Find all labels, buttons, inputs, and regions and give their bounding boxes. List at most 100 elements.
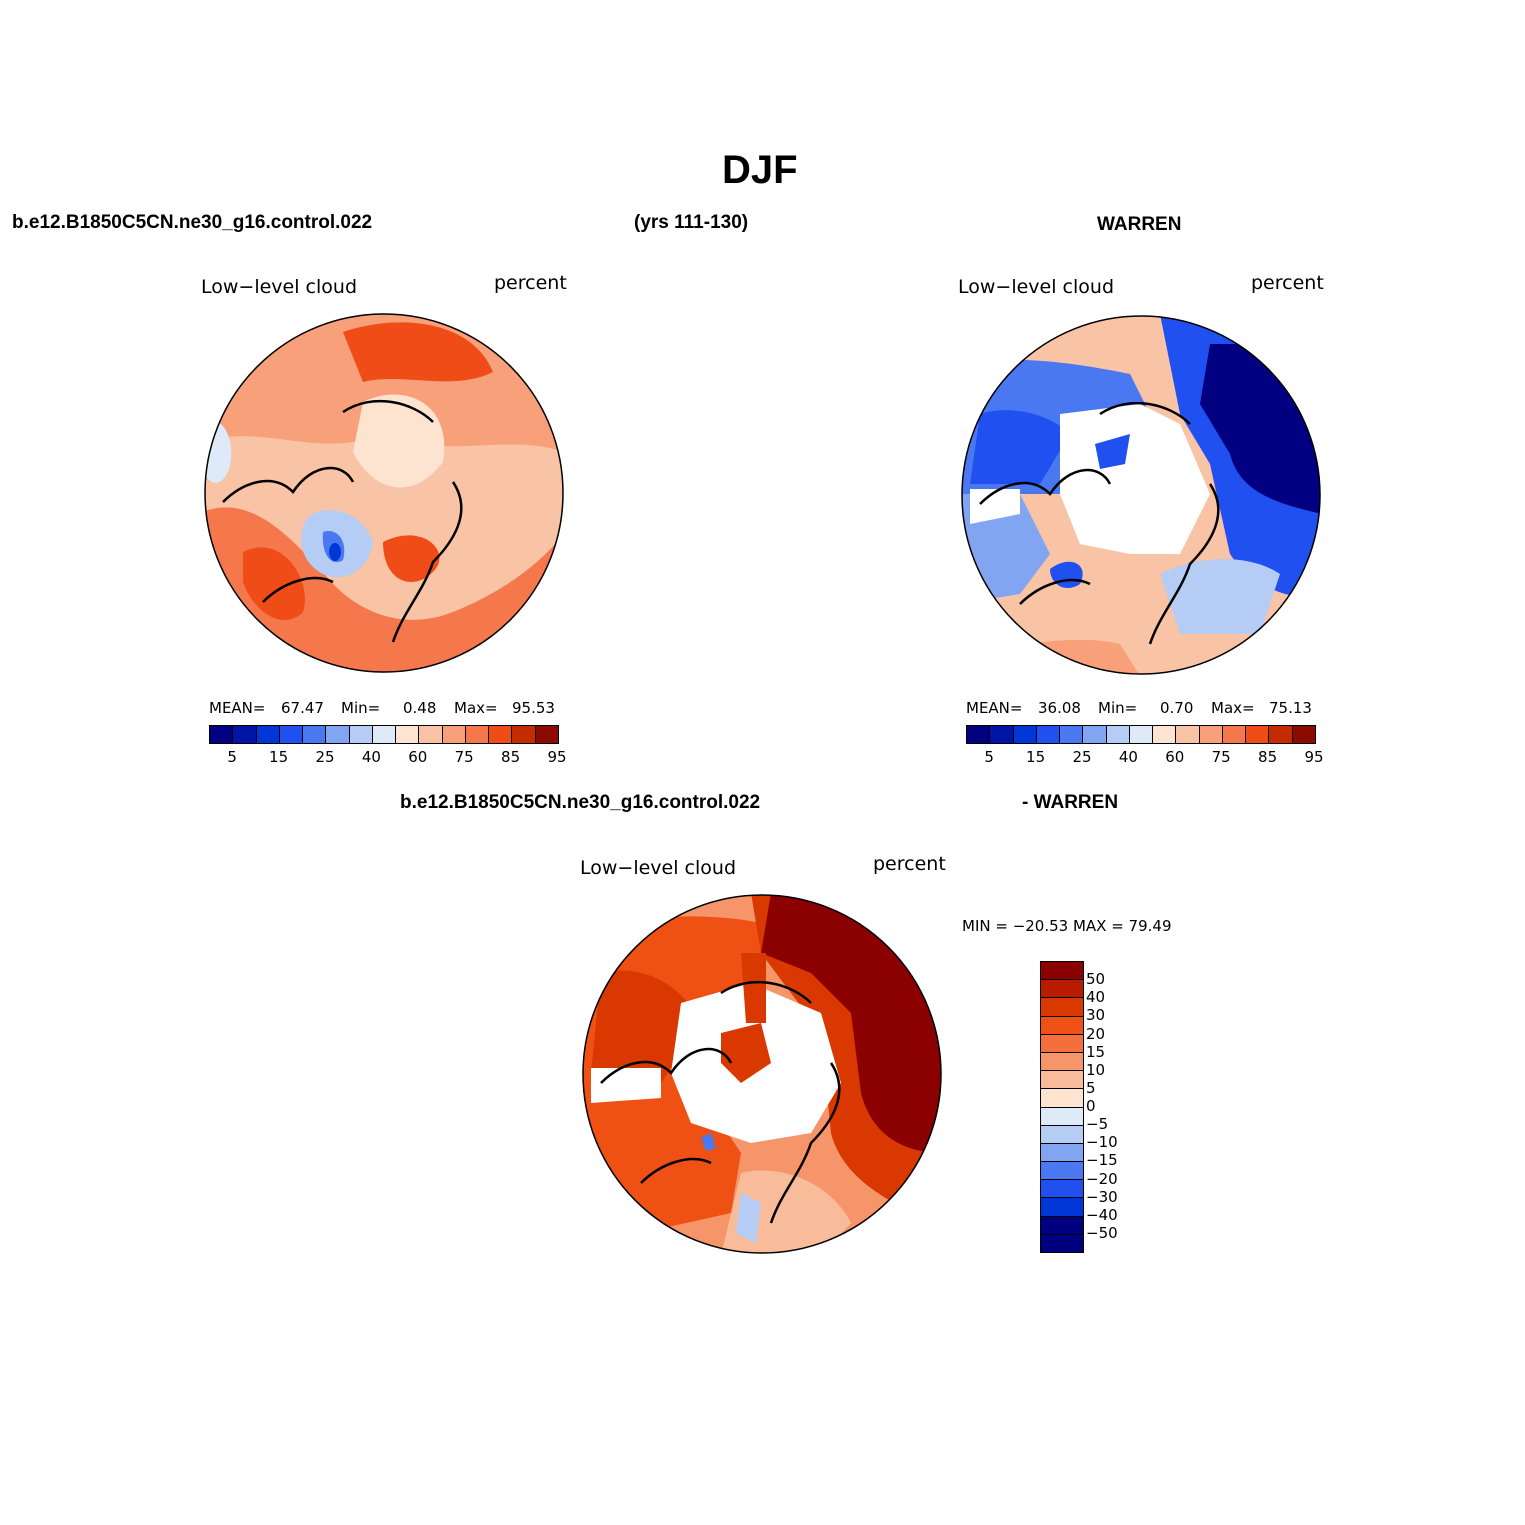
obs-colorbar-swatch bbox=[1222, 726, 1247, 743]
model-units-label: percent bbox=[494, 272, 567, 294]
obs-colorbar-swatch bbox=[967, 726, 991, 743]
diff-colorbar-tick-label: −5 bbox=[1086, 1115, 1109, 1134]
obs-colorbar-swatch bbox=[1292, 726, 1315, 743]
diff-colorbar bbox=[1040, 961, 1084, 1253]
diff-obs-name: - WARREN bbox=[1022, 792, 1119, 813]
diff-colorbar-swatch bbox=[1041, 1016, 1083, 1035]
model-colorbar-ticks: 5 15 25 40 60 75 85 95 bbox=[209, 748, 566, 768]
model-mean-value: 67.47 bbox=[281, 699, 324, 717]
obs-colorbar-swatch bbox=[1199, 726, 1223, 743]
diff-colorbar-swatch bbox=[1041, 1107, 1083, 1126]
diff-colorbar-tick-label: −40 bbox=[1086, 1205, 1118, 1224]
diff-colorbar-tick-label: −10 bbox=[1086, 1133, 1118, 1152]
diff-colorbar-swatch bbox=[1041, 1034, 1083, 1053]
diff-minmax-label: MIN = −20.53 MAX = 79.49 bbox=[962, 917, 1172, 935]
diff-case-name: b.e12.B1850C5CN.ne30_g16.control.022 bbox=[400, 792, 761, 813]
model-polar-map bbox=[204, 313, 564, 673]
obs-max-label: Max= bbox=[1211, 699, 1255, 717]
diff-colorbar-tick-label: 0 bbox=[1086, 1097, 1096, 1115]
diff-colorbar-tick-label: −20 bbox=[1086, 1169, 1118, 1188]
model-mean-label: MEAN= bbox=[209, 699, 266, 717]
model-colorbar-swatch bbox=[489, 726, 513, 743]
model-min-value: 0.48 bbox=[403, 699, 437, 717]
diff-colorbar-swatch bbox=[1041, 1143, 1083, 1163]
model-colorbar-tick-label: 25 bbox=[315, 748, 335, 766]
diff-colorbar-swatch bbox=[1041, 1089, 1083, 1108]
obs-name: WARREN bbox=[1097, 214, 1182, 235]
obs-colorbar-tick-label: 75 bbox=[1211, 748, 1231, 766]
obs-colorbar-swatch bbox=[1176, 726, 1200, 743]
model-colorbar-swatch bbox=[326, 726, 350, 743]
obs-colorbar-tick-label: 25 bbox=[1072, 748, 1092, 766]
model-variable-label: Low−level cloud bbox=[201, 276, 358, 298]
model-colorbar-swatch bbox=[465, 726, 490, 743]
model-colorbar-swatch bbox=[303, 726, 327, 743]
model-colorbar-swatch bbox=[210, 726, 234, 743]
diff-colorbar-swatch bbox=[1041, 1125, 1083, 1144]
model-colorbar-tick-label: 40 bbox=[361, 748, 381, 766]
obs-colorbar-tick-label: 85 bbox=[1258, 748, 1278, 766]
diff-units-label: percent bbox=[873, 853, 946, 875]
obs-colorbar-swatch bbox=[990, 726, 1014, 743]
diff-polar-map bbox=[582, 894, 942, 1254]
model-colorbar bbox=[209, 725, 559, 744]
obs-colorbar-swatch bbox=[1106, 726, 1130, 743]
diff-colorbar-tick-label: 30 bbox=[1086, 1006, 1106, 1025]
obs-max-value: 75.13 bbox=[1269, 699, 1312, 717]
model-colorbar-tick-label: 5 bbox=[227, 748, 237, 766]
model-min-label: Min= bbox=[341, 699, 381, 717]
model-colorbar-swatch bbox=[233, 726, 257, 743]
diff-colorbar-tick-label: 40 bbox=[1086, 988, 1106, 1007]
model-colorbar-tick-label: 15 bbox=[269, 748, 289, 766]
obs-colorbar-tick-label: 95 bbox=[1304, 748, 1324, 766]
diff-colorbar-tick-label: 5 bbox=[1086, 1078, 1096, 1097]
obs-colorbar-swatch bbox=[1129, 726, 1154, 743]
case-name: b.e12.B1850C5CN.ne30_g16.control.022 bbox=[12, 212, 373, 233]
diff-colorbar-swatch bbox=[1041, 1216, 1083, 1235]
obs-colorbar-tick-label: 40 bbox=[1118, 748, 1138, 766]
model-colorbar-tick-label: 85 bbox=[501, 748, 521, 766]
obs-colorbar-swatch bbox=[1036, 726, 1061, 743]
obs-colorbar-swatch bbox=[1153, 726, 1177, 743]
obs-mean-label: MEAN= bbox=[966, 699, 1023, 717]
obs-colorbar-swatch bbox=[1269, 726, 1293, 743]
model-colorbar-swatch bbox=[419, 726, 443, 743]
diff-colorbar-swatch bbox=[1041, 1071, 1083, 1090]
model-colorbar-tick-label: 60 bbox=[408, 748, 428, 766]
diff-colorbar-tick-label: 20 bbox=[1086, 1024, 1106, 1043]
model-max-value: 95.53 bbox=[512, 699, 555, 717]
obs-polar-map bbox=[961, 315, 1321, 675]
years-label: (yrs 111-130) bbox=[634, 212, 749, 233]
model-colorbar-swatch bbox=[372, 726, 397, 743]
diff-colorbar-tick-label: 10 bbox=[1086, 1060, 1106, 1079]
diff-colorbar-swatch bbox=[1041, 980, 1083, 999]
diff-colorbar-swatch bbox=[1041, 962, 1083, 981]
diff-colorbar-swatch bbox=[1041, 1180, 1083, 1199]
diff-colorbar-tick-label: −30 bbox=[1086, 1187, 1118, 1206]
obs-colorbar bbox=[966, 725, 1316, 744]
obs-units-label: percent bbox=[1251, 272, 1324, 294]
obs-colorbar-tick-label: 60 bbox=[1165, 748, 1185, 766]
obs-colorbar-tick-label: 15 bbox=[1026, 748, 1046, 766]
diff-colorbar-swatch bbox=[1041, 998, 1083, 1017]
obs-colorbar-swatch bbox=[1083, 726, 1107, 743]
obs-colorbar-swatch bbox=[1013, 726, 1037, 743]
obs-colorbar-swatch bbox=[1246, 726, 1270, 743]
obs-min-label: Min= bbox=[1098, 699, 1138, 717]
model-colorbar-swatch bbox=[279, 726, 304, 743]
obs-colorbar-swatch bbox=[1060, 726, 1084, 743]
diff-colorbar-ticks: 50 40 30 20 15 10 5 0 −5 −10 −15 −20 −30 −40 −50 bbox=[1086, 961, 1146, 1251]
model-max-label: Max= bbox=[454, 699, 498, 717]
diff-colorbar-tick-label: −15 bbox=[1086, 1151, 1118, 1170]
diff-variable-label: Low−level cloud bbox=[580, 857, 737, 879]
model-colorbar-swatch bbox=[349, 726, 373, 743]
model-colorbar-swatch bbox=[396, 726, 420, 743]
obs-colorbar-tick-label: 5 bbox=[984, 748, 994, 766]
figure-title: DJF bbox=[722, 148, 798, 192]
model-colorbar-tick-label: 95 bbox=[547, 748, 567, 766]
obs-colorbar-ticks: 5 15 25 40 60 75 85 95 bbox=[966, 748, 1323, 768]
obs-min-value: 0.70 bbox=[1160, 699, 1194, 717]
diff-colorbar-swatch bbox=[1041, 1234, 1083, 1252]
model-colorbar-swatch bbox=[535, 726, 558, 743]
diff-colorbar-tick-label: −50 bbox=[1086, 1223, 1118, 1242]
